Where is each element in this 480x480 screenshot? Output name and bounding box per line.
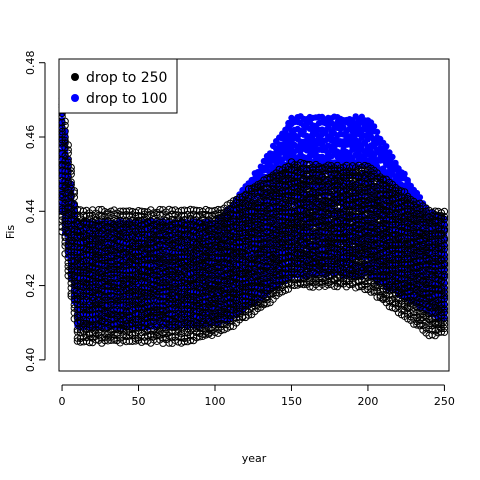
data-points xyxy=(58,94,449,347)
data-point xyxy=(64,146,72,154)
data-point xyxy=(64,149,72,157)
series-drop-to-250 xyxy=(58,94,449,347)
data-point xyxy=(416,194,424,201)
data-point xyxy=(404,177,411,184)
data-point xyxy=(165,339,173,347)
data-point xyxy=(67,181,75,189)
data-point xyxy=(61,121,69,130)
data-point xyxy=(67,178,75,186)
data-point xyxy=(392,159,399,167)
data-point xyxy=(373,128,381,136)
data-point xyxy=(386,149,393,156)
data-point xyxy=(383,143,390,150)
data-point xyxy=(401,170,408,178)
data-point xyxy=(70,189,79,197)
data-point xyxy=(70,187,79,195)
data-point xyxy=(370,123,378,130)
data-point xyxy=(67,163,75,172)
data-point xyxy=(64,141,72,149)
data-point xyxy=(67,167,75,175)
data-point xyxy=(61,117,69,126)
data-point xyxy=(61,127,69,135)
data-point xyxy=(389,153,396,161)
